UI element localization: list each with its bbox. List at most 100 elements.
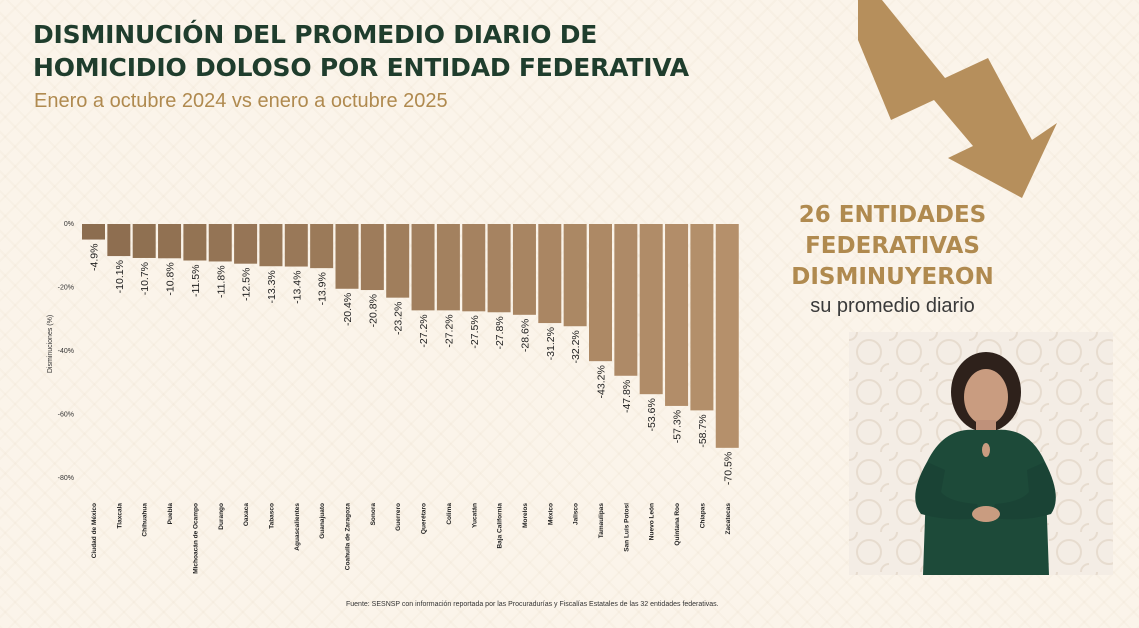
value-label: -32.2% <box>570 330 582 363</box>
category-label: Querétaro <box>421 503 428 534</box>
callout-line-1: 26 ENTIDADES <box>798 202 987 228</box>
bar <box>436 224 460 311</box>
category-label: Sonora <box>370 503 377 526</box>
bar <box>208 224 232 262</box>
callout-line-2: FEDERATIVAS <box>805 233 980 259</box>
category-label: Zacatecas <box>725 503 732 535</box>
category-label: Quintana Roo <box>674 503 681 546</box>
value-label: -27.2% <box>443 314 455 347</box>
bar <box>183 224 207 261</box>
bar <box>665 224 689 406</box>
bar <box>259 224 283 267</box>
category-label: México <box>547 503 554 525</box>
category-label: Chiapas <box>699 503 706 529</box>
value-label: -31.2% <box>545 327 557 360</box>
page-subtitle: Enero a octubre 2024 vs enero a octubre … <box>34 90 448 112</box>
category-label: Puebla <box>167 503 174 525</box>
bar <box>639 224 663 395</box>
value-label: -4.9% <box>89 244 101 271</box>
callout-line-4: su promedio diario <box>810 295 975 317</box>
value-label: -10.8% <box>165 262 177 295</box>
y-tick-label: -60% <box>58 412 74 419</box>
bar <box>411 224 435 311</box>
category-label: Guanajuato <box>319 503 326 539</box>
value-label: -57.3% <box>672 410 684 443</box>
y-tick-label: -40% <box>58 348 74 355</box>
category-label: Tabasco <box>268 503 275 529</box>
category-label: Durango <box>218 503 225 530</box>
bar <box>284 224 308 267</box>
value-label: -10.7% <box>139 262 151 295</box>
bar <box>715 224 739 448</box>
y-tick-label: -20% <box>58 285 74 292</box>
bar <box>462 224 486 312</box>
y-axis: 0% -20% -40% -60% -80% Disminuciones (%) <box>47 221 74 482</box>
value-label: -13.9% <box>317 272 329 305</box>
category-label: Colima <box>446 503 453 525</box>
bar <box>310 224 334 269</box>
bar <box>386 224 410 298</box>
category-label: Yucatán <box>471 503 478 528</box>
bar <box>690 224 714 411</box>
category-label: Jalisco <box>573 503 580 525</box>
callout-box: 26 ENTIDADES FEDERATIVAS DISMINUYERON su… <box>770 200 1015 318</box>
value-label: -10.1% <box>114 260 126 293</box>
category-label: Oaxaca <box>243 503 250 527</box>
category-label: Michoacán de Ocampo <box>192 503 199 574</box>
value-label: -27.5% <box>469 315 481 348</box>
category-label: Morelos <box>522 503 529 528</box>
value-label: -70.5% <box>722 452 734 485</box>
y-axis-label: Disminuciones (%) <box>47 315 54 373</box>
value-label: -12.5% <box>241 268 253 301</box>
value-labels: -4.9% -10.1% -10.7% -10.8% -11.5% -11.8% -12.5… <box>89 244 735 486</box>
bar <box>158 224 182 259</box>
value-label: -20.4% <box>342 293 354 326</box>
source-note: Fuente: SESNSP con información reportada… <box>346 601 719 608</box>
value-label: -27.8% <box>494 316 506 349</box>
bar <box>234 224 258 264</box>
sign-language-interpreter-icon <box>849 332 1113 575</box>
page-title: DISMINUCIÓN DEL PROMEDIO DIARIO DE HOMIC… <box>33 18 689 84</box>
interpreter-video <box>849 332 1113 575</box>
category-label: Ciudad de México <box>91 503 98 558</box>
category-label: Baja California <box>497 503 504 549</box>
bar <box>512 224 536 315</box>
value-label: -20.8% <box>367 294 379 327</box>
category-label: San Luis Potosí <box>623 503 630 552</box>
bar-series <box>82 224 739 448</box>
title-line-2: HOMICIDIO DOLOSO POR ENTIDAD FEDERATIVA <box>33 53 689 82</box>
value-label: -28.6% <box>519 319 531 352</box>
bar <box>538 224 562 324</box>
value-label: -11.5% <box>190 265 202 298</box>
bar <box>360 224 384 291</box>
value-label: -11.8% <box>215 265 227 298</box>
value-label: -43.2% <box>596 365 608 398</box>
category-label: Tlaxcala <box>116 503 123 529</box>
category-label: Guerrero <box>395 503 402 531</box>
bar <box>614 224 638 376</box>
value-label: -47.8% <box>621 380 633 413</box>
value-label: -13.4% <box>291 271 303 304</box>
title-line-1: DISMINUCIÓN DEL PROMEDIO DIARIO DE <box>33 20 598 49</box>
category-label: Coahuila de Zaragoza <box>345 503 352 571</box>
bar <box>82 224 105 240</box>
category-label: Aguascalientes <box>294 503 301 551</box>
y-tick-label: 0% <box>64 221 74 228</box>
value-label: -27.2% <box>418 314 430 347</box>
category-label: Nuevo León <box>649 503 656 540</box>
bar <box>487 224 511 313</box>
bar <box>563 224 587 327</box>
value-label: -58.7% <box>697 414 709 447</box>
category-labels: Ciudad de México Tlaxcala Chihuahua Puebla M… <box>91 503 732 574</box>
category-label: Chihuahua <box>142 503 149 537</box>
bar <box>107 224 131 257</box>
callout-line-3: DISMINUYERON <box>791 264 994 290</box>
value-label: -23.2% <box>393 302 405 335</box>
value-label: -53.6% <box>646 398 658 431</box>
bar <box>132 224 156 258</box>
bar <box>335 224 359 289</box>
category-label: Tamaulipas <box>598 503 605 539</box>
bar <box>589 224 612 362</box>
